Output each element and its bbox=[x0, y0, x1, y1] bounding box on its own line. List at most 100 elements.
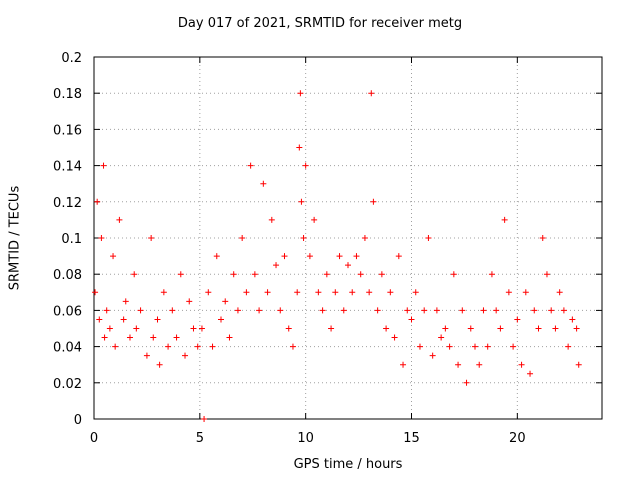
data-point bbox=[218, 316, 224, 323]
data-point bbox=[186, 298, 193, 305]
data-point bbox=[510, 343, 517, 350]
data-point bbox=[103, 307, 110, 314]
x-tick-label: 10 bbox=[297, 431, 314, 446]
data-point bbox=[247, 162, 254, 169]
data-point bbox=[467, 325, 474, 332]
data-point bbox=[442, 325, 449, 332]
data-point bbox=[315, 289, 322, 296]
data-point bbox=[133, 325, 140, 332]
data-point bbox=[323, 271, 330, 278]
data-point bbox=[368, 90, 375, 97]
data-point bbox=[518, 361, 525, 368]
data-point bbox=[116, 216, 123, 223]
y-tick-label: 0.18 bbox=[53, 87, 82, 102]
data-point bbox=[194, 343, 201, 350]
data-point bbox=[433, 307, 440, 314]
data-point bbox=[281, 253, 288, 260]
grid bbox=[94, 57, 602, 419]
x-tick-label: 5 bbox=[196, 431, 204, 446]
chart-title: Day 017 of 2021, SRMTID for receiver met… bbox=[177, 16, 463, 31]
data-point bbox=[190, 325, 197, 332]
data-point bbox=[201, 416, 208, 422]
data-point bbox=[101, 334, 108, 341]
data-point bbox=[412, 289, 419, 296]
data-point bbox=[173, 334, 180, 341]
data-point bbox=[531, 307, 538, 314]
data-point bbox=[370, 198, 377, 205]
data-point bbox=[569, 316, 576, 323]
y-tick-label: 0.08 bbox=[53, 268, 82, 283]
data-point bbox=[404, 307, 411, 314]
data-point bbox=[273, 262, 280, 269]
data-point bbox=[260, 180, 267, 187]
x-tick-label: 20 bbox=[509, 431, 526, 446]
data-point bbox=[438, 334, 445, 341]
data-point bbox=[285, 325, 292, 332]
data-point bbox=[294, 289, 301, 296]
data-point bbox=[198, 325, 205, 332]
data-point bbox=[213, 253, 220, 260]
data-point bbox=[565, 343, 572, 350]
data-point bbox=[156, 361, 163, 368]
x-axis-label: GPS time / hours bbox=[293, 457, 403, 472]
data-point bbox=[543, 271, 550, 278]
data-point bbox=[573, 325, 580, 332]
data-point bbox=[148, 235, 155, 241]
data-point bbox=[98, 235, 105, 241]
data-point bbox=[575, 361, 582, 368]
data-point bbox=[143, 352, 150, 359]
data-point bbox=[137, 307, 144, 314]
data-point bbox=[311, 216, 318, 223]
data-point bbox=[92, 289, 99, 296]
data-point bbox=[302, 162, 309, 169]
data-point bbox=[205, 289, 212, 296]
data-points bbox=[92, 90, 582, 422]
data-point bbox=[450, 271, 457, 278]
axis-ticks: 0 0.02 0.04 0.06 0.08 0.1 0.12 0.14 0.16 0.18 0.2 0… bbox=[53, 51, 602, 446]
data-point bbox=[353, 253, 360, 260]
data-point bbox=[395, 253, 402, 260]
data-point bbox=[182, 352, 189, 359]
data-point bbox=[527, 370, 534, 377]
data-point bbox=[425, 235, 432, 241]
data-point bbox=[319, 307, 326, 314]
data-point bbox=[493, 307, 500, 314]
data-point bbox=[154, 316, 161, 323]
data-point bbox=[340, 307, 347, 314]
data-point bbox=[264, 289, 271, 296]
y-tick-label: 0.02 bbox=[53, 377, 82, 392]
data-point bbox=[177, 271, 184, 278]
data-point bbox=[497, 325, 504, 332]
data-point bbox=[256, 307, 263, 314]
y-tick-label: 0 bbox=[74, 413, 82, 428]
data-point bbox=[361, 235, 368, 241]
y-tick-label: 0.12 bbox=[53, 196, 82, 211]
data-point bbox=[455, 361, 462, 368]
data-point bbox=[421, 307, 428, 314]
data-point bbox=[488, 271, 495, 278]
x-tick-label: 15 bbox=[403, 431, 420, 446]
data-point bbox=[556, 289, 563, 296]
data-point bbox=[328, 325, 335, 332]
data-point bbox=[277, 307, 284, 314]
data-point bbox=[100, 162, 107, 169]
data-point bbox=[298, 198, 305, 205]
data-point bbox=[296, 144, 303, 151]
data-point bbox=[209, 343, 216, 350]
data-point bbox=[160, 289, 167, 296]
data-point bbox=[484, 343, 491, 350]
data-point bbox=[110, 253, 117, 260]
data-point bbox=[122, 298, 129, 305]
data-point bbox=[222, 298, 229, 305]
data-point bbox=[514, 316, 521, 323]
y-tick-label: 0.04 bbox=[53, 341, 82, 356]
data-point bbox=[522, 289, 529, 296]
data-point bbox=[336, 253, 343, 260]
x-tick-label: 0 bbox=[90, 431, 98, 446]
data-point bbox=[306, 253, 313, 260]
data-point bbox=[289, 343, 296, 350]
data-point bbox=[349, 289, 356, 296]
y-tick-label: 0.1 bbox=[61, 232, 82, 247]
data-point bbox=[120, 316, 127, 323]
